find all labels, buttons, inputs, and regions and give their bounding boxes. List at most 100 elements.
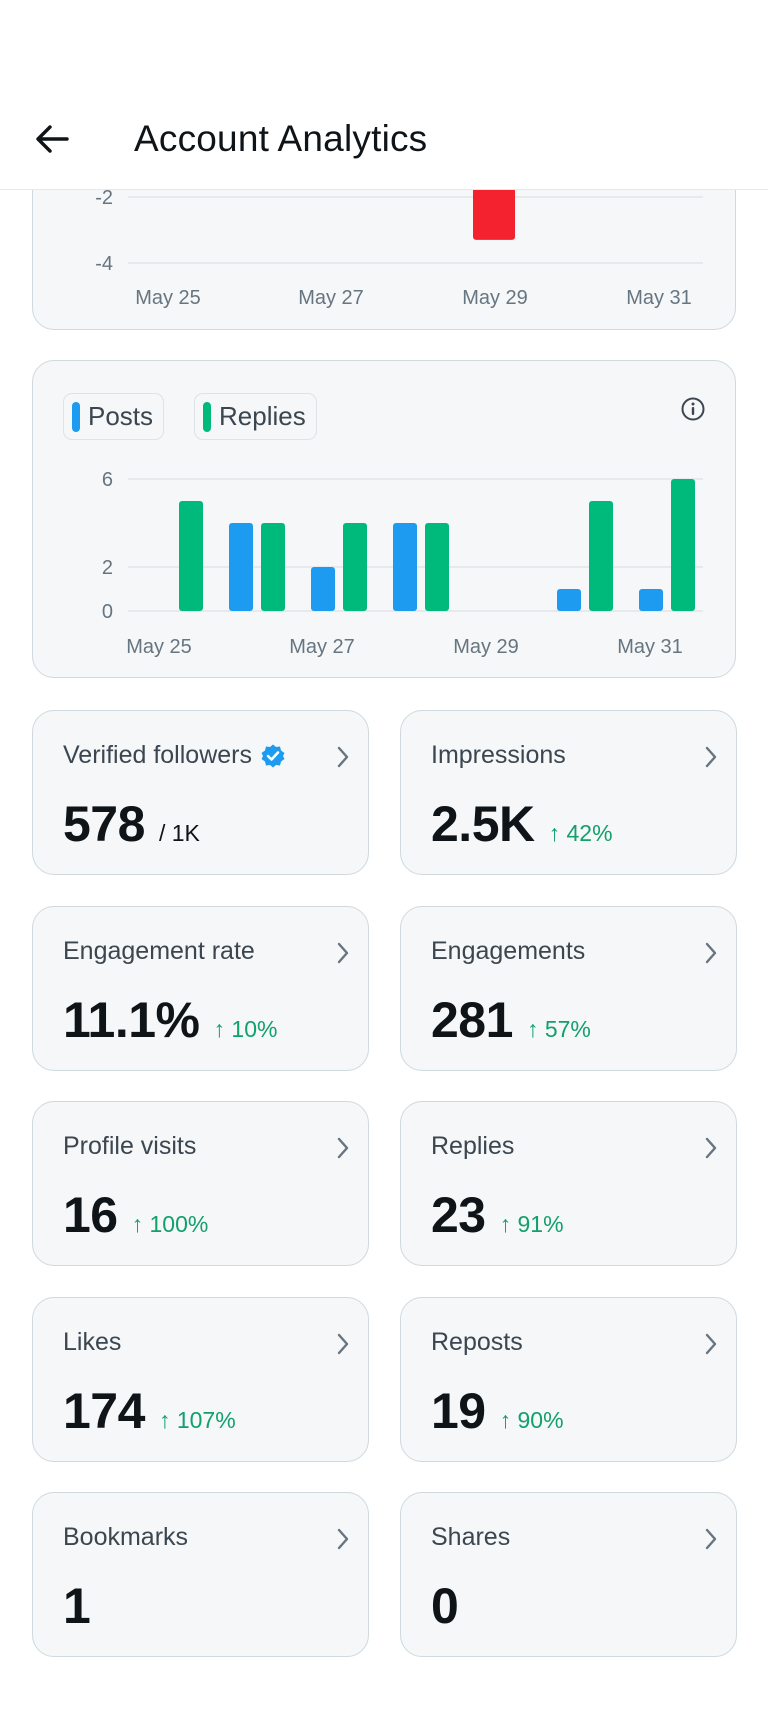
chevron-right-icon (705, 746, 717, 768)
legend-swatch-replies (203, 401, 212, 432)
metric-goal: / 1K (158, 820, 200, 846)
legend-swatch-posts (72, 401, 80, 432)
metric-title: Replies (431, 1132, 515, 1160)
metric-value-row: 281 ↑ 57% (431, 991, 591, 1049)
chevron-right-icon (705, 1528, 717, 1550)
metric-title-row: Profile visits (63, 1132, 196, 1161)
chevron-right-icon (337, 1528, 349, 1550)
metric-value-row: 11.1% ↑ 10% (63, 991, 277, 1049)
metric-card[interactable]: Likes 174 ↑ 107% (32, 1297, 369, 1462)
x-tick-label: May 29 (462, 287, 528, 309)
metric-title-row: Engagement rate (63, 937, 255, 966)
metric-title: Bookmarks (63, 1523, 189, 1551)
y-tick-label: -4 (95, 253, 113, 275)
metric-value: 2.5K (431, 796, 535, 852)
metric-card[interactable]: Profile visits 16 ↑ 100% (32, 1101, 369, 1266)
chevron-right-icon (337, 746, 349, 768)
bar-posts[interactable] (311, 567, 335, 611)
metric-value: 0 (431, 1578, 459, 1634)
legend-label: Replies (219, 401, 306, 431)
app-header: Account Analytics (0, 0, 768, 190)
metric-value: 578 (63, 796, 145, 852)
metric-value: 174 (63, 1383, 145, 1439)
metric-change: ↑ 90% (499, 1407, 564, 1433)
page-title: Account Analytics (134, 118, 428, 159)
legend-item-posts[interactable]: Posts (63, 393, 165, 440)
posts-replies-chart-card: Posts Replies 6 2 0 May 25 May 27 May 29 May 3… (32, 360, 736, 678)
bar-posts[interactable] (639, 589, 663, 611)
metric-card[interactable]: Impressions 2.5K ↑ 42% (400, 710, 737, 875)
metric-value: 1 (63, 1578, 91, 1634)
legend-item-replies[interactable]: Replies (194, 393, 317, 440)
legend-label: Posts (88, 401, 154, 431)
metric-title-row: Engagements (431, 937, 585, 966)
metric-value: 16 (63, 1187, 118, 1243)
metric-title-row: Replies (431, 1132, 514, 1161)
metric-change: ↑ 42% (548, 820, 613, 846)
metric-change: ↑ 91% (499, 1211, 564, 1237)
y-tick-label: -2 (95, 187, 113, 209)
back-button[interactable] (30, 117, 74, 161)
x-tick-label: May 25 (126, 636, 192, 658)
metric-card[interactable]: Shares 0 (400, 1492, 737, 1657)
metric-title: Verified followers (63, 741, 252, 769)
metric-card[interactable]: Replies 23 ↑ 91% (400, 1101, 737, 1266)
y-tick-label: 6 (102, 469, 113, 491)
metric-change: ↑ 107% (158, 1407, 236, 1433)
metric-change: ↑ 57% (526, 1016, 591, 1042)
metric-change: ↑ 10% (213, 1016, 278, 1042)
metric-title-row: Bookmarks (63, 1523, 188, 1552)
metric-value: 11.1% (63, 992, 200, 1048)
metric-title-row: Reposts (431, 1328, 523, 1357)
bar-replies[interactable] (589, 501, 613, 611)
metric-card[interactable]: Bookmarks 1 (32, 1492, 369, 1657)
metric-value: 281 (431, 992, 513, 1048)
metric-title-row: Verified followers (63, 741, 286, 770)
metric-card[interactable]: Reposts 19 ↑ 90% (400, 1297, 737, 1462)
x-tick-label: May 31 (626, 287, 692, 309)
metric-value: 23 (431, 1187, 486, 1243)
x-tick-label: May 27 (298, 287, 364, 309)
metric-card[interactable]: Engagements 281 ↑ 57% (400, 906, 737, 1071)
posts-replies-chart: 6 2 0 May 25 May 27 May 29 May 31 (102, 469, 703, 658)
chevron-right-icon (705, 1333, 717, 1355)
metric-value-row: 578 / 1K (63, 795, 200, 853)
metric-title-row: Likes (63, 1328, 121, 1357)
info-icon[interactable] (679, 395, 707, 423)
y-tick-label: 0 (102, 601, 113, 623)
chevron-right-icon (705, 942, 717, 964)
chevron-right-icon (337, 942, 349, 964)
x-tick-label: May 31 (617, 636, 683, 658)
metric-title: Likes (63, 1328, 122, 1356)
bar-posts[interactable] (557, 589, 581, 611)
arrow-left-icon (36, 125, 69, 153)
metric-title: Reposts (431, 1328, 523, 1356)
metric-title: Engagements (431, 937, 586, 965)
bar-posts[interactable] (393, 523, 417, 611)
bar-replies[interactable] (261, 523, 285, 611)
metric-card[interactable]: Verified followers 578 / 1K (32, 710, 369, 875)
metric-value: 19 (431, 1383, 486, 1439)
bar-replies[interactable] (425, 523, 449, 611)
metric-card[interactable]: Engagement rate 11.1% ↑ 10% (32, 906, 369, 1071)
metric-title: Engagement rate (63, 937, 255, 965)
metric-title: Shares (431, 1523, 511, 1551)
bar-replies[interactable] (343, 523, 367, 611)
chevron-right-icon (337, 1333, 349, 1355)
metric-title: Profile visits (63, 1132, 197, 1160)
chart-legend: Posts Replies (63, 393, 317, 440)
metric-title: Impressions (431, 741, 566, 769)
metric-title-row: Shares (431, 1523, 510, 1552)
bar-replies[interactable] (179, 501, 203, 611)
x-tick-label: May 29 (453, 636, 519, 658)
metric-value-row: 2.5K ↑ 42% (431, 795, 613, 853)
metric-value-row: 19 ↑ 90% (431, 1382, 564, 1440)
metric-change: ↑ 100% (131, 1211, 209, 1237)
metric-title-row: Impressions (431, 741, 566, 770)
chevron-right-icon (337, 1137, 349, 1159)
y-tick-label: 2 (102, 557, 113, 579)
verified-badge-icon (261, 744, 285, 767)
bar-replies[interactable] (671, 479, 695, 611)
bar-posts[interactable] (229, 523, 253, 611)
metric-value-row: 23 ↑ 91% (431, 1186, 564, 1244)
